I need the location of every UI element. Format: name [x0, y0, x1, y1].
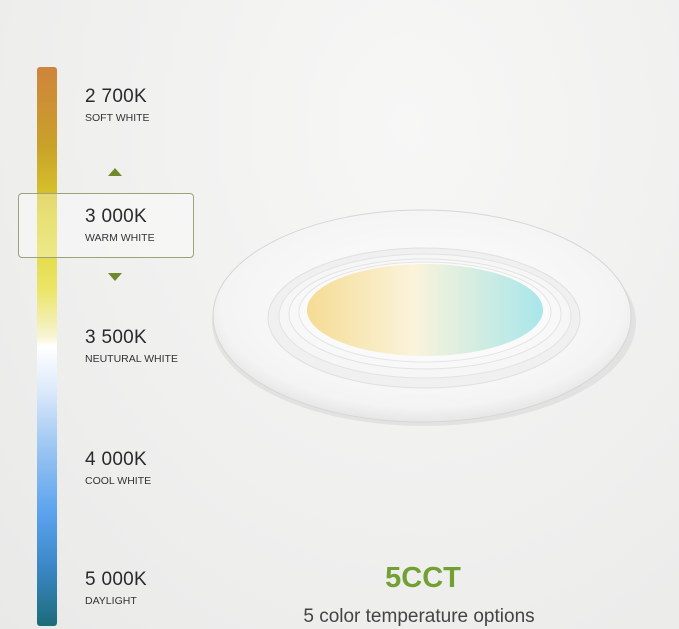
scale-item-3000k: 3 000K WARM WHITE [85, 206, 155, 244]
kelvin-value: 3 000K [85, 206, 148, 227]
temperature-name: WARM WHITE [85, 232, 155, 244]
kelvin-value: 3 500K [85, 327, 148, 348]
temperature-name: COOL WHITE [85, 475, 152, 487]
scale-item-3500k: 3 500K NEUTURAL WHITE [85, 327, 178, 365]
scale-item-4000k: 4 000K COOL WHITE [85, 449, 151, 487]
kelvin-value: 4 000K [85, 449, 148, 470]
arrow-down-icon[interactable] [108, 273, 122, 281]
kelvin-value: 2 700K [85, 86, 148, 107]
color-temperature-gradient-bar [37, 67, 57, 626]
temperature-name: NEUTURAL WHITE [85, 353, 178, 365]
subtitle: 5 color temperature options [303, 606, 535, 627]
scale-item-2700k: 2 700K SOFT WHITE [85, 86, 150, 124]
selected-temperature-box[interactable] [18, 193, 194, 258]
headline: 5CCT [385, 562, 461, 594]
temperature-name: DAYLIGHT [85, 595, 137, 607]
arrow-up-icon[interactable] [108, 168, 122, 176]
temperature-name: SOFT WHITE [85, 112, 150, 124]
scale-item-5000k: 5 000K DAYLIGHT [85, 569, 147, 607]
kelvin-value: 5 000K [85, 569, 148, 590]
